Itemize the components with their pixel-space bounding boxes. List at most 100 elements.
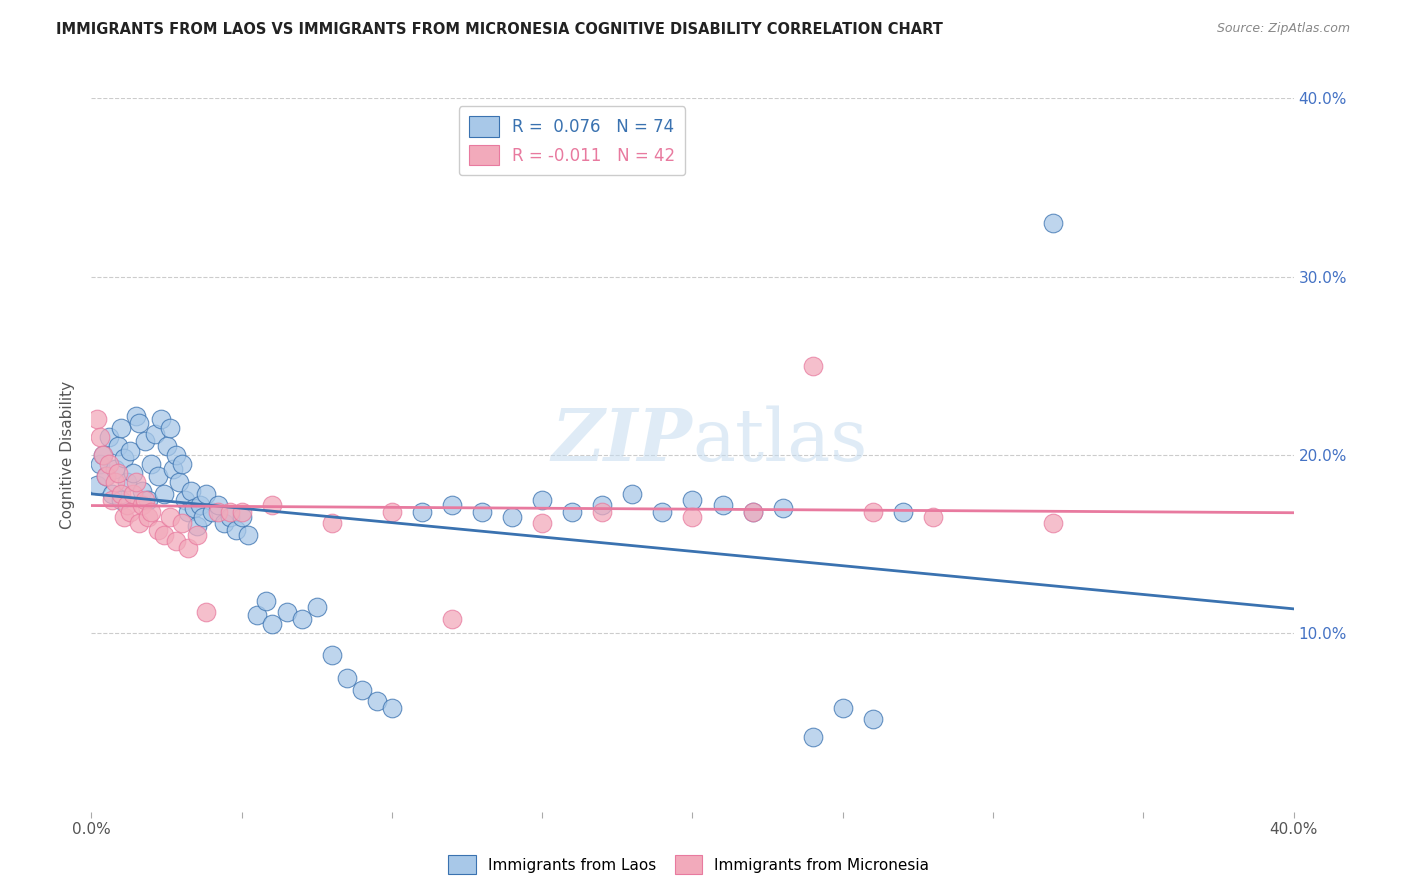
Point xyxy=(170,516,193,530)
Point xyxy=(236,528,259,542)
Point xyxy=(191,510,214,524)
Point xyxy=(381,505,404,519)
Point xyxy=(1042,216,1064,230)
Point xyxy=(110,492,132,507)
Point xyxy=(772,501,794,516)
Point xyxy=(173,492,195,507)
Text: Source: ZipAtlas.com: Source: ZipAtlas.com xyxy=(1216,22,1350,36)
Point xyxy=(862,505,884,519)
Point xyxy=(134,434,156,448)
Point xyxy=(201,505,224,519)
Point xyxy=(128,416,150,430)
Point xyxy=(117,498,139,512)
Point xyxy=(591,498,613,512)
Point xyxy=(440,612,463,626)
Point xyxy=(801,730,824,744)
Point xyxy=(801,359,824,373)
Point xyxy=(194,487,217,501)
Point xyxy=(141,457,163,471)
Text: IMMIGRANTS FROM LAOS VS IMMIGRANTS FROM MICRONESIA COGNITIVE DISABILITY CORRELAT: IMMIGRANTS FROM LAOS VS IMMIGRANTS FROM … xyxy=(56,22,943,37)
Point xyxy=(146,469,169,483)
Point xyxy=(711,498,734,512)
Point xyxy=(131,483,153,498)
Point xyxy=(231,510,253,524)
Point xyxy=(440,498,463,512)
Point xyxy=(831,701,853,715)
Point xyxy=(155,439,177,453)
Point xyxy=(366,694,388,708)
Point xyxy=(114,451,136,466)
Point xyxy=(741,505,763,519)
Point xyxy=(176,541,198,555)
Point xyxy=(305,599,328,614)
Point xyxy=(561,505,583,519)
Point xyxy=(143,426,166,441)
Point xyxy=(120,505,142,519)
Point xyxy=(125,409,148,423)
Point xyxy=(471,505,494,519)
Point xyxy=(107,466,129,480)
Point xyxy=(1042,516,1064,530)
Point xyxy=(89,430,111,444)
Point xyxy=(350,683,373,698)
Point xyxy=(922,510,945,524)
Point xyxy=(336,671,359,685)
Point xyxy=(246,608,269,623)
Point xyxy=(96,469,118,483)
Point xyxy=(159,421,181,435)
Point xyxy=(531,492,554,507)
Point xyxy=(381,701,404,715)
Point xyxy=(170,457,193,471)
Point xyxy=(141,505,163,519)
Point xyxy=(138,510,160,524)
Point xyxy=(131,498,153,512)
Point xyxy=(176,505,198,519)
Point xyxy=(86,412,108,426)
Point xyxy=(165,448,187,462)
Point xyxy=(120,444,142,458)
Point xyxy=(86,478,108,492)
Point xyxy=(231,505,253,519)
Point xyxy=(411,505,433,519)
Point xyxy=(891,505,914,519)
Point xyxy=(212,516,235,530)
Point xyxy=(531,516,554,530)
Legend: R =  0.076   N = 74, R = -0.011   N = 42: R = 0.076 N = 74, R = -0.011 N = 42 xyxy=(458,106,686,176)
Point xyxy=(862,712,884,726)
Point xyxy=(321,648,343,662)
Point xyxy=(162,462,184,476)
Point xyxy=(207,498,229,512)
Point xyxy=(591,505,613,519)
Point xyxy=(98,430,121,444)
Point xyxy=(134,492,156,507)
Legend: Immigrants from Laos, Immigrants from Micronesia: Immigrants from Laos, Immigrants from Mi… xyxy=(443,849,935,880)
Point xyxy=(107,439,129,453)
Point xyxy=(104,475,127,489)
Point xyxy=(146,523,169,537)
Point xyxy=(194,605,217,619)
Point xyxy=(165,533,187,548)
Point xyxy=(149,412,172,426)
Point xyxy=(110,487,132,501)
Point xyxy=(167,475,190,489)
Point xyxy=(101,487,124,501)
Point xyxy=(89,457,111,471)
Point xyxy=(104,462,127,476)
Point xyxy=(186,519,208,533)
Point xyxy=(291,612,314,626)
Point xyxy=(128,516,150,530)
Point xyxy=(254,594,277,608)
Point xyxy=(651,505,673,519)
Point xyxy=(260,498,283,512)
Point xyxy=(621,487,644,501)
Point xyxy=(96,469,118,483)
Point xyxy=(98,457,121,471)
Point xyxy=(501,510,523,524)
Point xyxy=(183,501,205,516)
Point xyxy=(117,475,139,489)
Point xyxy=(681,492,703,507)
Point xyxy=(93,448,115,462)
Point xyxy=(122,466,145,480)
Point xyxy=(225,523,247,537)
Point xyxy=(152,487,174,501)
